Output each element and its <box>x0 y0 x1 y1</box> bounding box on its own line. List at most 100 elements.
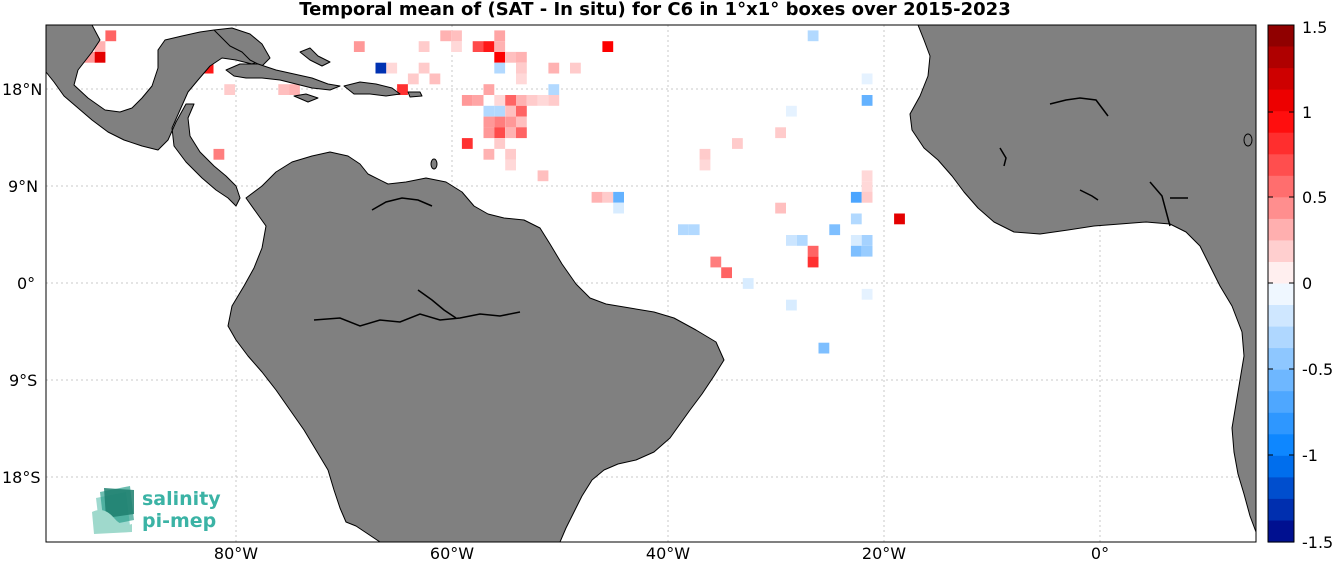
colorbar-step <box>1268 455 1294 478</box>
data-cell <box>516 127 527 139</box>
data-cell <box>505 127 516 139</box>
canary-islands-land <box>1243 133 1253 147</box>
data-cell <box>516 51 527 63</box>
data-cell <box>494 41 506 52</box>
data-cell <box>461 95 473 106</box>
data-cell <box>418 41 430 52</box>
data-cell <box>537 170 549 182</box>
data-cell <box>483 127 495 139</box>
lon-label-60w: 60°W <box>430 544 474 563</box>
data-cell <box>548 95 560 106</box>
lat-label-9n: 9°N <box>8 177 38 196</box>
data-cell <box>451 41 462 52</box>
data-cell <box>829 224 841 236</box>
colorbar-ticks <box>1268 111 1294 456</box>
data-cell <box>94 41 106 52</box>
colorbar-step <box>1268 240 1294 263</box>
colorbar-step <box>1268 89 1294 112</box>
colorbar-step <box>1268 369 1294 392</box>
colorbar-step <box>1268 326 1294 349</box>
data-cell <box>526 95 538 106</box>
florida-land <box>213 27 271 67</box>
data-cell <box>505 51 516 63</box>
colorbar-step <box>1268 391 1294 414</box>
trinidad-land <box>430 158 438 170</box>
central-america-land <box>46 25 263 207</box>
data-cell <box>796 235 808 246</box>
data-cell <box>483 84 495 95</box>
jamaica-land <box>293 93 319 103</box>
colorbar-label-1: 1 <box>1302 103 1312 122</box>
rivers-borders <box>313 97 1188 327</box>
cuba-land <box>225 63 341 91</box>
data-cell <box>418 62 430 74</box>
lat-label-0: 0° <box>17 274 35 293</box>
map-gridlines <box>46 25 1256 542</box>
data-cell <box>516 73 527 85</box>
data-cell <box>483 116 495 128</box>
data-cells <box>73 30 905 354</box>
data-cell <box>742 278 754 289</box>
data-cell <box>516 116 527 128</box>
data-cell <box>494 62 506 74</box>
data-cell <box>461 138 473 149</box>
data-cell <box>505 105 516 117</box>
data-cell <box>440 30 452 42</box>
colorbar-step <box>1268 283 1294 306</box>
data-cell <box>602 41 614 52</box>
africa-land <box>909 25 1256 533</box>
logo-line2: pi-mep <box>142 510 216 532</box>
colorbar-label-0.5: 0.5 <box>1302 188 1327 207</box>
data-cell <box>483 41 495 52</box>
data-cell <box>861 191 873 203</box>
colorbar-step <box>1268 305 1294 328</box>
data-cell <box>818 342 830 354</box>
data-cell <box>83 51 95 63</box>
colorbar-step <box>1268 348 1294 371</box>
data-cell <box>289 84 300 95</box>
hispaniola-land <box>343 81 401 97</box>
land-masses <box>46 25 1256 542</box>
data-cell <box>613 191 624 203</box>
data-cell <box>861 288 873 300</box>
data-cell <box>483 148 495 160</box>
data-cell <box>516 95 527 106</box>
colorbar-step <box>1268 25 1294 48</box>
colorbar-step <box>1268 111 1294 134</box>
colorbar-step <box>1268 434 1294 457</box>
data-cell <box>375 62 387 74</box>
lon-label-20w: 20°W <box>862 544 906 563</box>
data-cell <box>472 41 484 52</box>
data-cell <box>861 181 873 192</box>
colorbar-step <box>1268 154 1294 177</box>
data-cell <box>397 84 408 95</box>
data-cell <box>505 159 516 171</box>
data-cell <box>861 235 873 246</box>
data-cell <box>807 30 819 42</box>
lon-label-80w: 80°W <box>214 544 258 563</box>
salinity-pi-mep-logo: salinity pi-mep <box>92 486 221 534</box>
data-cell <box>94 51 106 63</box>
colorbar-step <box>1268 412 1294 435</box>
data-cell <box>472 95 484 106</box>
lon-label-40w: 40°W <box>646 544 690 563</box>
data-cell <box>710 256 722 268</box>
colorbar-label-neg1: -1 <box>1302 446 1318 465</box>
colorbar-step <box>1268 46 1294 69</box>
data-cell <box>786 235 797 246</box>
data-cell <box>807 245 819 257</box>
data-cell <box>386 62 398 74</box>
bahamas-land <box>299 47 331 67</box>
data-cell <box>105 30 117 42</box>
colorbar-label-neg1.5: -1.5 <box>1302 533 1333 552</box>
colorbar-step <box>1268 262 1294 285</box>
data-cell <box>505 95 516 106</box>
colorbar-step <box>1268 477 1294 500</box>
colorbar-step <box>1268 132 1294 155</box>
data-cell <box>494 30 506 42</box>
colorbar <box>1268 25 1294 543</box>
logo-line1: salinity <box>142 488 221 510</box>
data-cell <box>494 138 506 149</box>
data-cell <box>850 213 862 225</box>
colorbar-label-1.5: 1.5 <box>1302 18 1327 37</box>
